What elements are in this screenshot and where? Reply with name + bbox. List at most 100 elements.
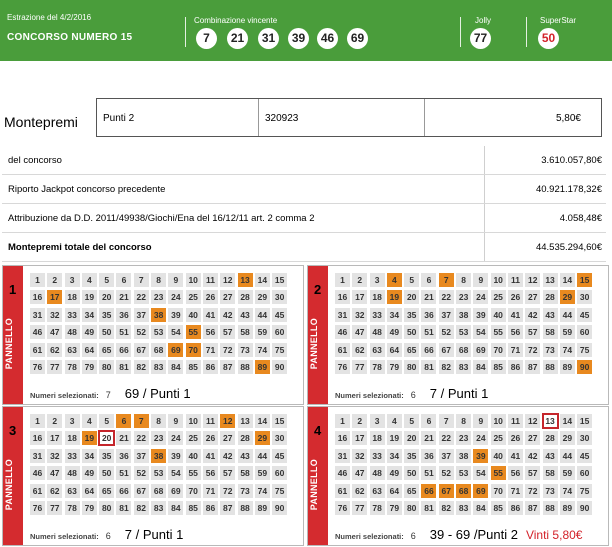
number-cell[interactable]: 43 [542,448,558,463]
number-cell[interactable]: 50 [404,325,420,340]
number-cell[interactable]: 40 [490,307,506,322]
number-cell[interactable]: 4 [386,273,402,287]
number-cell[interactable]: 21 [421,290,437,305]
number-cell[interactable]: 32 [352,307,368,322]
number-cell[interactable]: 85 [185,500,201,515]
number-cell[interactable]: 83 [151,500,167,515]
number-cell[interactable]: 35 [404,307,420,322]
number-cell[interactable]: 77 [47,500,63,515]
number-cell[interactable]: 61 [30,483,45,498]
number-cell[interactable]: 59 [559,466,575,481]
number-cell[interactable]: 69 [168,342,184,357]
number-cell[interactable]: 8 [151,273,167,287]
number-cell[interactable]: 8 [456,273,472,287]
number-cell[interactable]: 90 [272,500,288,515]
number-cell[interactable]: 51 [421,325,437,340]
number-cell[interactable]: 33 [369,448,385,463]
number-cell[interactable]: 38 [151,448,167,463]
number-cell[interactable]: 52 [133,466,149,481]
number-cell[interactable]: 33 [369,307,385,322]
number-cell[interactable]: 41 [202,448,218,463]
number-cell[interactable]: 73 [237,483,253,498]
number-cell[interactable]: 11 [202,273,218,287]
number-cell[interactable]: 61 [335,483,350,498]
number-cell[interactable]: 8 [456,414,472,428]
number-cell[interactable]: 55 [490,466,506,481]
number-cell[interactable]: 69 [473,342,489,357]
number-cell[interactable]: 16 [335,431,350,446]
number-cell[interactable]: 89 [559,500,575,515]
number-cell[interactable]: 69 [473,483,489,498]
number-cell[interactable]: 30 [272,431,288,446]
number-cell[interactable]: 52 [133,325,149,340]
number-cell[interactable]: 23 [151,290,167,305]
number-cell[interactable]: 53 [151,325,167,340]
number-cell[interactable]: 7 [133,273,149,287]
number-cell[interactable]: 12 [525,414,541,428]
number-cell[interactable]: 2 [47,273,63,287]
number-cell[interactable]: 86 [507,359,523,374]
number-cell[interactable]: 22 [438,431,454,446]
number-cell[interactable]: 1 [335,273,350,287]
number-cell[interactable]: 76 [30,500,45,515]
number-cell[interactable]: 46 [335,325,350,340]
number-cell[interactable]: 3 [369,414,385,428]
number-cell[interactable]: 65 [99,342,115,357]
number-cell[interactable]: 48 [64,325,80,340]
number-cell[interactable]: 3 [369,273,385,287]
number-cell[interactable]: 76 [335,359,350,374]
number-cell[interactable]: 59 [254,466,270,481]
number-cell[interactable]: 46 [335,466,350,481]
number-cell[interactable]: 16 [30,431,45,446]
number-cell[interactable]: 81 [116,359,132,374]
number-cell[interactable]: 63 [64,342,80,357]
number-cell[interactable]: 1 [30,273,45,287]
number-cell[interactable]: 90 [577,500,593,515]
number-cell[interactable]: 19 [386,431,402,446]
number-cell[interactable]: 26 [507,290,523,305]
number-cell[interactable]: 40 [185,307,201,322]
number-cell[interactable]: 48 [369,325,385,340]
number-cell[interactable]: 26 [202,431,218,446]
number-cell[interactable]: 77 [47,359,63,374]
number-cell[interactable]: 15 [577,273,593,287]
number-cell[interactable]: 43 [237,448,253,463]
number-cell[interactable]: 47 [47,466,63,481]
number-cell[interactable]: 72 [525,342,541,357]
number-cell[interactable]: 5 [404,273,420,287]
number-cell[interactable]: 52 [438,466,454,481]
number-cell[interactable]: 24 [473,290,489,305]
number-cell[interactable]: 58 [237,466,253,481]
number-cell[interactable]: 50 [99,466,115,481]
number-cell[interactable]: 90 [272,359,288,374]
number-cell[interactable]: 61 [30,342,45,357]
number-cell[interactable]: 17 [352,290,368,305]
number-cell[interactable]: 54 [473,325,489,340]
number-cell[interactable]: 14 [254,414,270,428]
number-cell[interactable]: 30 [577,290,593,305]
number-cell[interactable]: 57 [220,466,236,481]
number-cell[interactable]: 31 [30,448,45,463]
number-cell[interactable]: 85 [185,359,201,374]
number-cell[interactable]: 64 [81,342,97,357]
number-cell[interactable]: 37 [438,448,454,463]
number-cell[interactable]: 74 [559,483,575,498]
number-cell[interactable]: 83 [151,359,167,374]
number-cell[interactable]: 26 [507,431,523,446]
number-cell[interactable]: 62 [352,342,368,357]
number-cell[interactable]: 88 [237,359,253,374]
number-cell[interactable]: 3 [64,414,80,428]
number-cell[interactable]: 25 [185,431,201,446]
number-cell[interactable]: 55 [185,325,201,340]
number-cell[interactable]: 49 [386,466,402,481]
number-cell[interactable]: 43 [237,307,253,322]
number-cell[interactable]: 70 [490,342,506,357]
number-cell[interactable]: 45 [272,307,288,322]
number-cell[interactable]: 12 [220,414,236,428]
number-cell[interactable]: 54 [168,466,184,481]
number-cell[interactable]: 1 [335,414,350,428]
number-cell[interactable]: 82 [438,359,454,374]
number-cell[interactable]: 6 [116,273,132,287]
number-cell[interactable]: 5 [99,273,115,287]
number-cell[interactable]: 4 [81,414,97,428]
